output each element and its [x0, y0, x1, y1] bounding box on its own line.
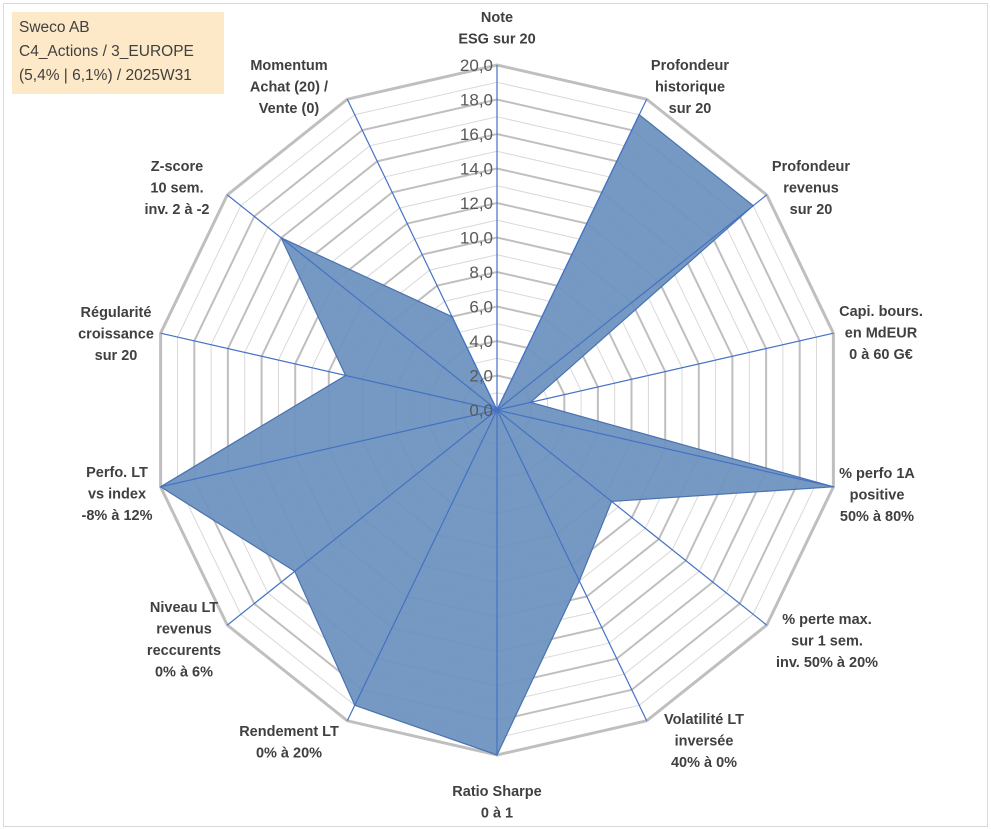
- tick-label: 20,0: [460, 56, 493, 75]
- tick-label: 6,0: [469, 298, 493, 317]
- tick-label: 8,0: [469, 263, 493, 282]
- tick-label: 18,0: [460, 91, 493, 110]
- axis-spoke: [346, 409, 498, 722]
- tick-label: 10,0: [460, 229, 493, 248]
- axis-label: Régularité croissance sur 20: [78, 305, 154, 364]
- axis-label: Profondeur historique sur 20: [651, 58, 729, 117]
- tick-label: 4,0: [469, 332, 493, 351]
- axis-spoke: [496, 332, 834, 411]
- axis-label: Momentum Achat (20) / Vente (0): [250, 58, 328, 117]
- axis-spokes: [160, 65, 834, 755]
- axis-spoke: [496, 409, 834, 488]
- tick-label: 12,0: [460, 194, 493, 213]
- axis-label: Ratio Sharpe 0 à 1: [452, 784, 541, 822]
- axis-label: % perfo 1A positive 50% à 80%: [839, 466, 915, 525]
- axis-spoke: [346, 98, 498, 411]
- tick-label: 14,0: [460, 160, 493, 179]
- axis-spoke: [496, 409, 648, 722]
- tick-label: 2,0: [469, 367, 493, 386]
- axis-spoke: [496, 409, 768, 626]
- axis-label: Profondeur revenus sur 20: [772, 159, 850, 218]
- tick-labels: 0,0 2,0 4,0 6,0 8,0 10,0 12,0 14,0 16,0 18,0 20,0: [460, 56, 493, 420]
- axis-label: % perte max. sur 1 sem. inv. 50% à 20%: [776, 612, 878, 671]
- axis-label: Perfo. LT vs index -8% à 12%: [82, 465, 153, 524]
- performance-week: (5,4% | 6,1%) / 2025W31: [19, 67, 192, 84]
- axis-label: Niveau LT revenus reccurents 0% à 6%: [147, 600, 221, 681]
- axis-spoke: [496, 98, 648, 411]
- axis-spoke: [226, 409, 498, 626]
- axis-spoke: [160, 332, 498, 411]
- tick-label: 16,0: [460, 125, 493, 144]
- tick-label: 0,0: [469, 401, 493, 420]
- axis-labels: Note ESG sur 20 Profondeur historique sur 20…: [78, 10, 923, 822]
- company-name: Sweco AB: [19, 19, 90, 36]
- info-box: Sweco AB C4_Actions / 3_EUROPE (5,4% | 6…: [12, 12, 224, 94]
- axis-spoke: [160, 409, 498, 488]
- axis-label: Capi. bours. en MdEUR 0 à 60 G€: [839, 304, 923, 363]
- axis-label: Note ESG sur 20: [458, 10, 535, 48]
- axis-spoke: [226, 194, 498, 411]
- axis-label: Z-score 10 sem. inv. 2 à -2: [144, 159, 209, 218]
- portfolio-category: C4_Actions / 3_EUROPE: [19, 43, 194, 60]
- axis-label: Rendement LT 0% à 20%: [239, 724, 339, 762]
- axis-label: Volatilité LT inversée 40% à 0%: [664, 712, 744, 771]
- axis-spoke: [496, 194, 768, 411]
